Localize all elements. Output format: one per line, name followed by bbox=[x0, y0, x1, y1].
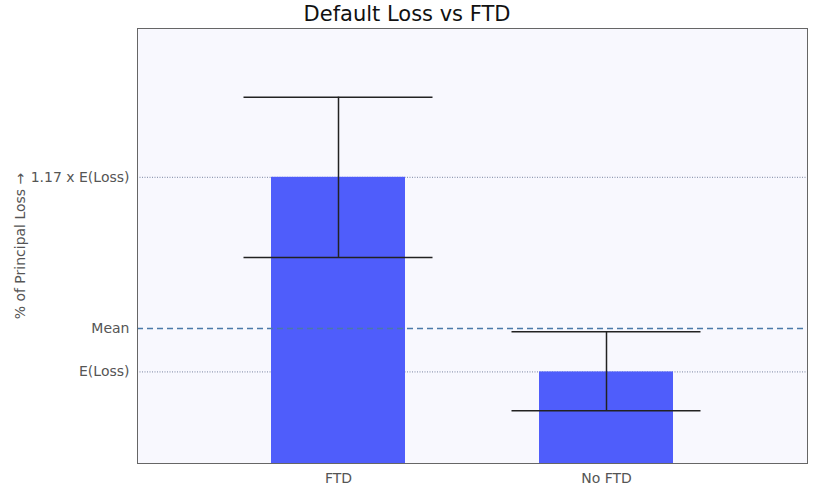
html-text:Default Loss vs FTD: Default Loss vs FTD bbox=[303, 2, 511, 26]
svg-text:E(Loss): E(Loss) bbox=[79, 363, 129, 379]
svg-text:% of Principal Loss →: % of Principal Loss → bbox=[12, 172, 28, 319]
svg-text:1.17 x E(Loss): 1.17 x E(Loss) bbox=[31, 169, 130, 185]
svg-text:No FTD: No FTD bbox=[581, 470, 632, 486]
svg-text:Mean: Mean bbox=[91, 320, 129, 336]
svg-text:FTD: FTD bbox=[325, 470, 352, 486]
